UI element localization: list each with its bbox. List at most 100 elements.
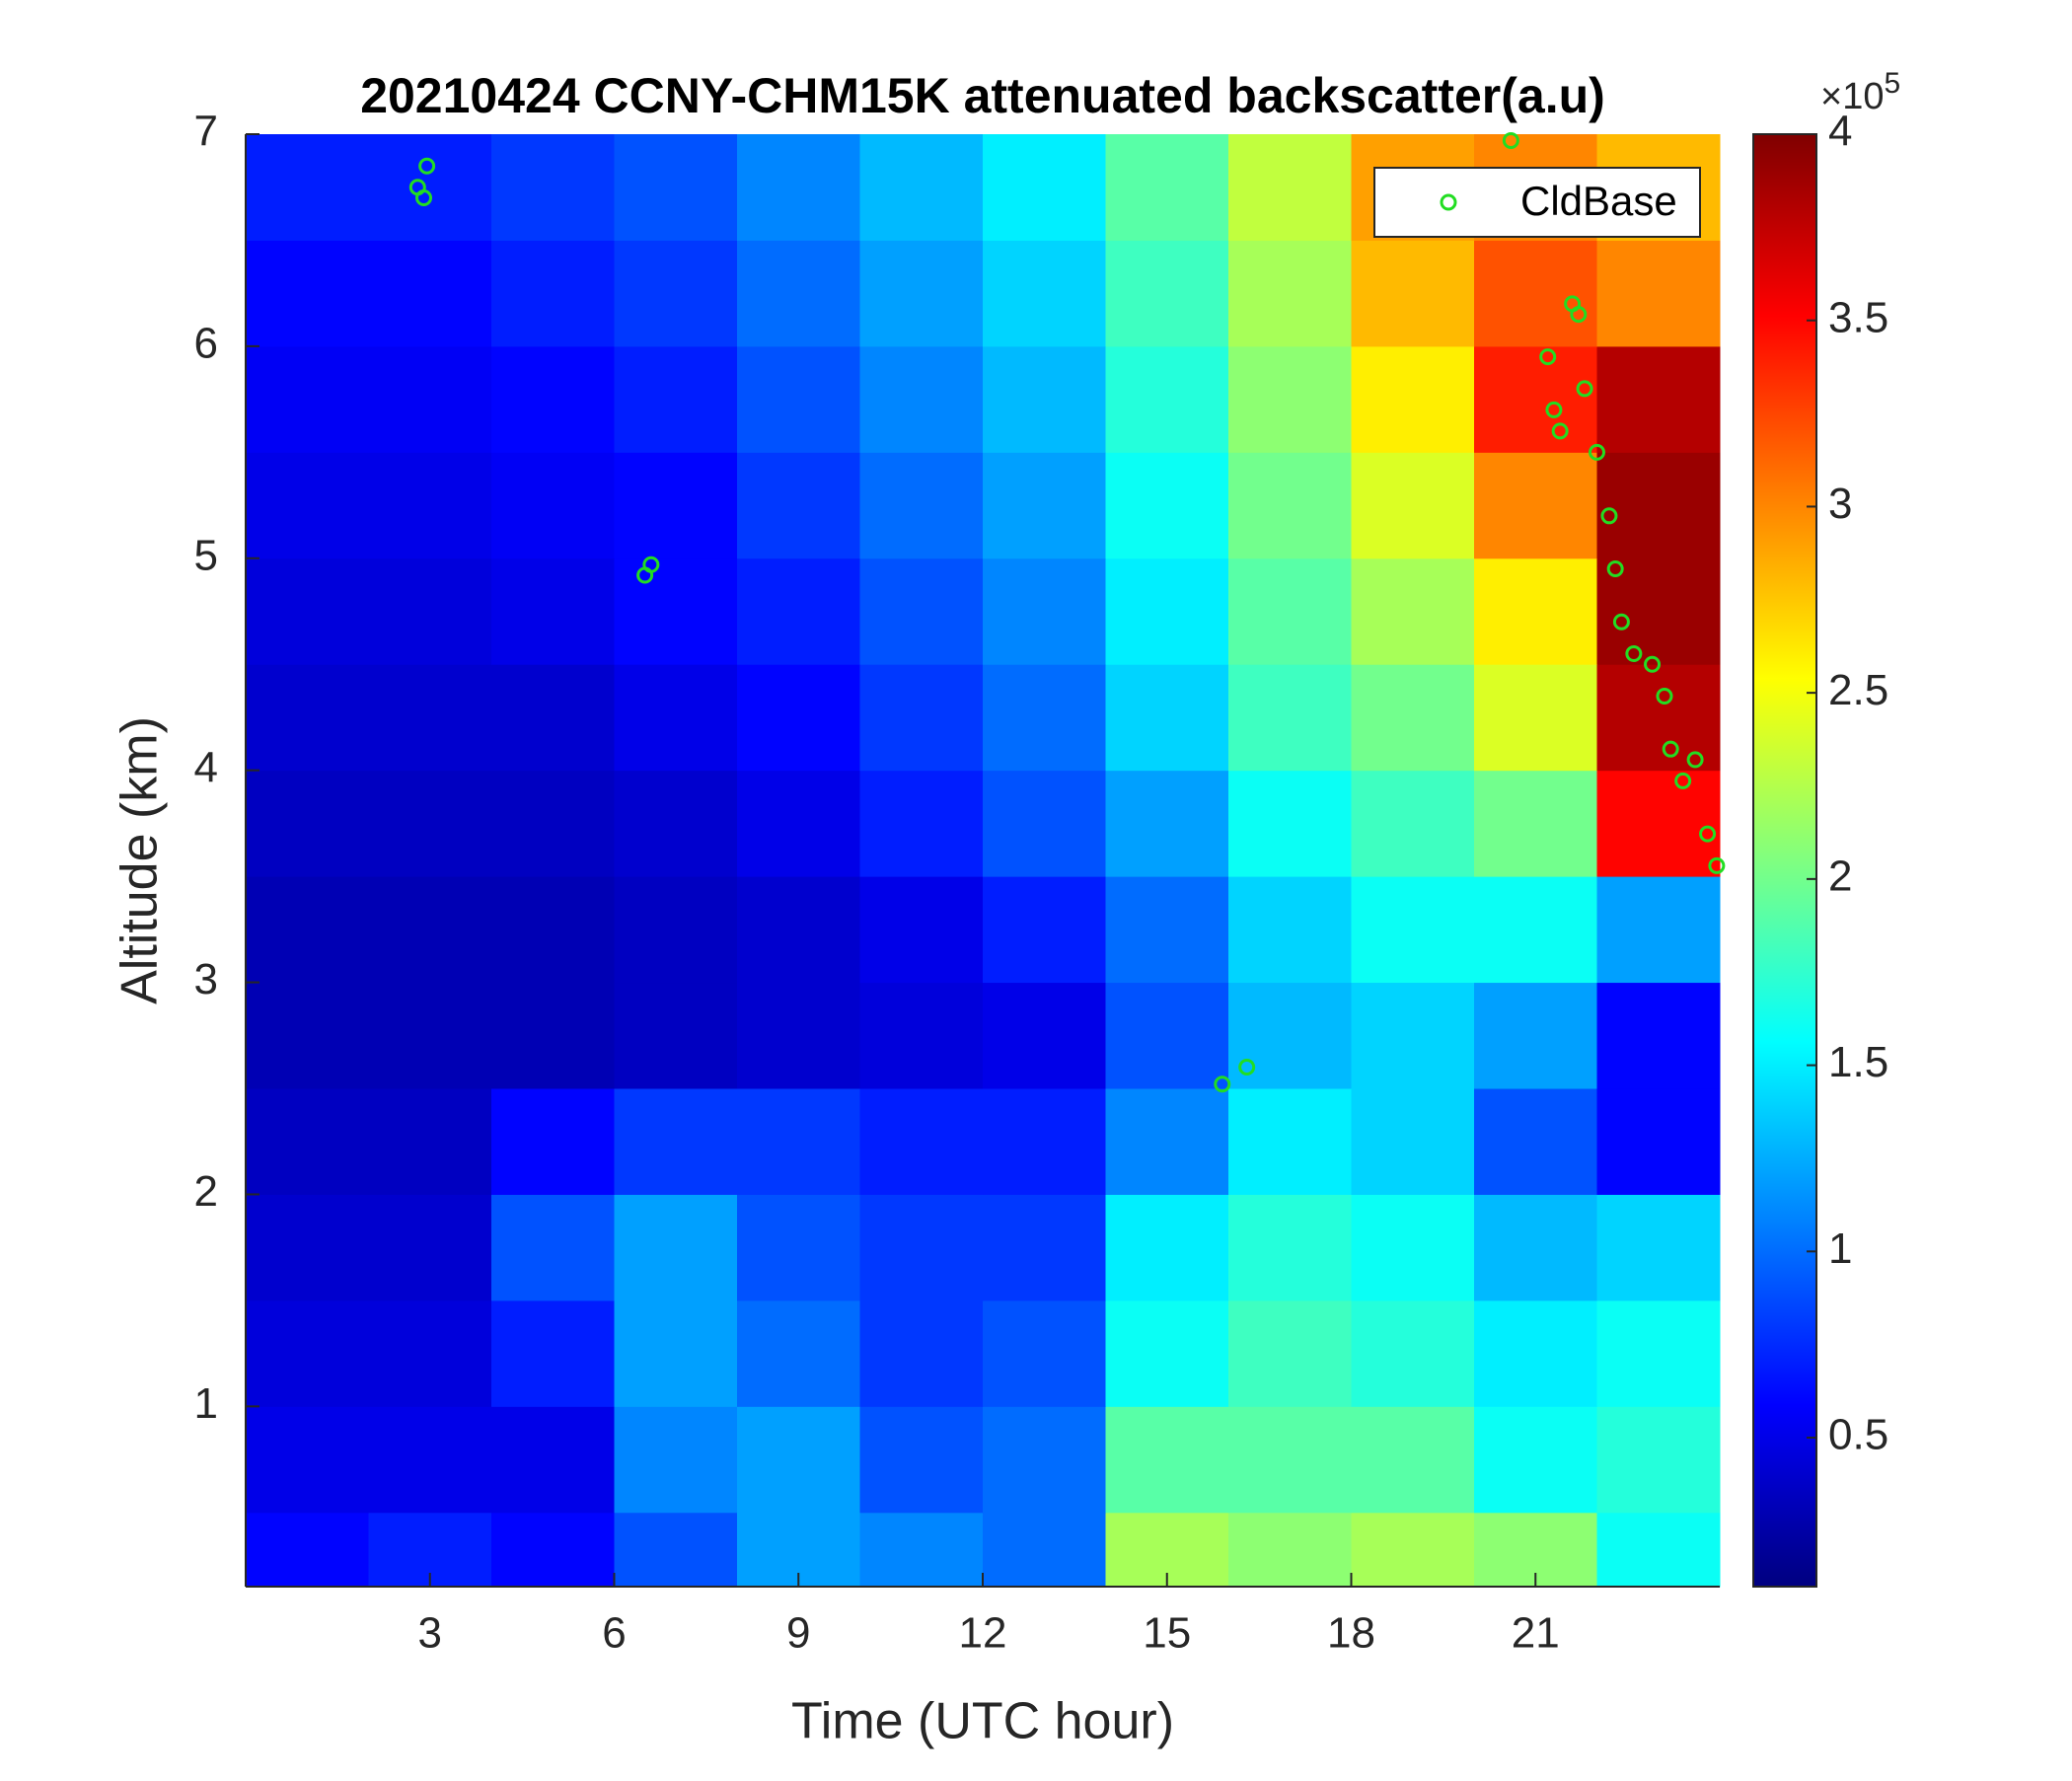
heatmap-cell	[859, 982, 984, 1089]
cloud-base-point	[1570, 306, 1588, 324]
heatmap-cell	[737, 134, 860, 241]
heatmap-cell	[983, 770, 1106, 877]
heatmap-cell	[737, 1088, 860, 1195]
heatmap-cell	[491, 1299, 615, 1407]
heatmap-cell	[859, 1299, 984, 1407]
heatmap-cell	[983, 1512, 1106, 1588]
colorbar-exponent: ×105	[1820, 67, 1900, 117]
legend-box	[1373, 167, 1701, 238]
heatmap-cell	[1228, 1194, 1352, 1301]
heatmap-cell	[1596, 1194, 1721, 1301]
heatmap-cell	[491, 982, 615, 1089]
heatmap-cell	[368, 982, 492, 1089]
heatmap-cell	[368, 664, 492, 772]
cloud-base-point	[1502, 131, 1519, 149]
heatmap-cell	[859, 134, 984, 241]
heatmap-cell	[368, 1194, 492, 1301]
cloud-base-point	[1238, 1059, 1256, 1076]
heatmap-cell	[491, 876, 615, 984]
heatmap	[246, 134, 1721, 1588]
heatmap-cell	[1228, 134, 1352, 241]
heatmap-cell	[491, 1088, 615, 1195]
heatmap-cell	[859, 664, 984, 772]
heatmap-cell	[983, 452, 1106, 559]
cloud-base-point	[1214, 1076, 1231, 1093]
heatmap-cell	[1228, 557, 1352, 665]
heatmap-cell	[859, 1512, 984, 1588]
heatmap-cell	[1474, 1088, 1597, 1195]
heatmap-cell	[491, 1512, 615, 1588]
heatmap-cell	[246, 345, 369, 453]
cloud-base-point	[1644, 655, 1662, 673]
heatmap-cell	[983, 982, 1106, 1089]
heatmap-cell	[1105, 134, 1229, 241]
cloud-base-point	[418, 157, 436, 175]
heatmap-cell	[1351, 770, 1475, 877]
heatmap-cell	[1474, 876, 1597, 984]
heatmap-cell	[1474, 1406, 1597, 1514]
heatmap-cell	[1596, 1406, 1721, 1514]
heatmap-cell	[1596, 876, 1721, 984]
heatmap-cell	[737, 1194, 860, 1301]
heatmap-cell	[491, 134, 615, 241]
colorbar-tick-label: 2.5	[1828, 666, 1888, 714]
heatmap-cell	[1105, 1194, 1229, 1301]
heatmap-cell	[1105, 876, 1229, 984]
heatmap-cell	[1596, 770, 1721, 877]
heatmap-cell	[246, 134, 369, 241]
heatmap-cell	[614, 557, 738, 665]
colorbar-tick-label: 2	[1828, 852, 1852, 900]
heatmap-cell	[859, 1406, 984, 1514]
heatmap-cell	[614, 1194, 738, 1301]
heatmap-cell	[983, 1194, 1106, 1301]
x-tick-label: 6	[602, 1609, 626, 1658]
heatmap-cell	[1351, 452, 1475, 559]
cloud-base-point	[1576, 380, 1593, 398]
heatmap-cell	[246, 452, 369, 559]
heatmap-cell	[491, 345, 615, 453]
heatmap-cell	[1228, 1406, 1352, 1514]
colorbar-tick-label: 3	[1828, 480, 1852, 528]
x-tick-label: 15	[1143, 1609, 1191, 1658]
heatmap-cell	[614, 452, 738, 559]
heatmap-cell	[983, 664, 1106, 772]
heatmap-cell	[1351, 1512, 1475, 1588]
heatmap-cell	[1351, 557, 1475, 665]
heatmap-cell	[246, 1088, 369, 1195]
heatmap-cell	[246, 1406, 369, 1514]
heatmap-cell	[1105, 1088, 1229, 1195]
heatmap-cell	[1105, 1406, 1229, 1514]
heatmap-cell	[1105, 452, 1229, 559]
cloud-base-point	[1662, 740, 1679, 758]
heatmap-cell	[1351, 345, 1475, 453]
heatmap-cell	[983, 557, 1106, 665]
cloud-base-point	[1539, 348, 1557, 366]
cloud-base-point	[415, 188, 433, 206]
heatmap-cell	[614, 1299, 738, 1407]
heatmap-cell	[1474, 345, 1597, 453]
heatmap-cell	[1596, 1088, 1721, 1195]
heatmap-cell	[983, 345, 1106, 453]
heatmap-cell	[1474, 240, 1597, 347]
heatmap-cell	[246, 557, 369, 665]
heatmap-cell	[737, 664, 860, 772]
cloud-base-point	[1699, 825, 1717, 843]
y-tick-label: 4	[194, 743, 218, 791]
heatmap-cell	[246, 1299, 369, 1407]
heatmap-cell	[1228, 345, 1352, 453]
cloud-base-point	[1589, 443, 1605, 461]
heatmap-cell	[1474, 982, 1597, 1089]
heatmap-cell	[246, 982, 369, 1089]
heatmap-cell	[1105, 557, 1229, 665]
heatmap-cell	[368, 452, 492, 559]
colorbar-tick-label: 4	[1828, 108, 1852, 156]
heatmap-cell	[859, 1088, 984, 1195]
heatmap-cell	[614, 134, 738, 241]
heatmap-cell	[614, 1512, 738, 1588]
heatmap-cell	[614, 664, 738, 772]
heatmap-cell	[1596, 982, 1721, 1089]
heatmap-cell	[246, 770, 369, 877]
heatmap-cell	[1228, 770, 1352, 877]
heatmap-cell	[491, 770, 615, 877]
heatmap-cell	[1596, 557, 1721, 665]
